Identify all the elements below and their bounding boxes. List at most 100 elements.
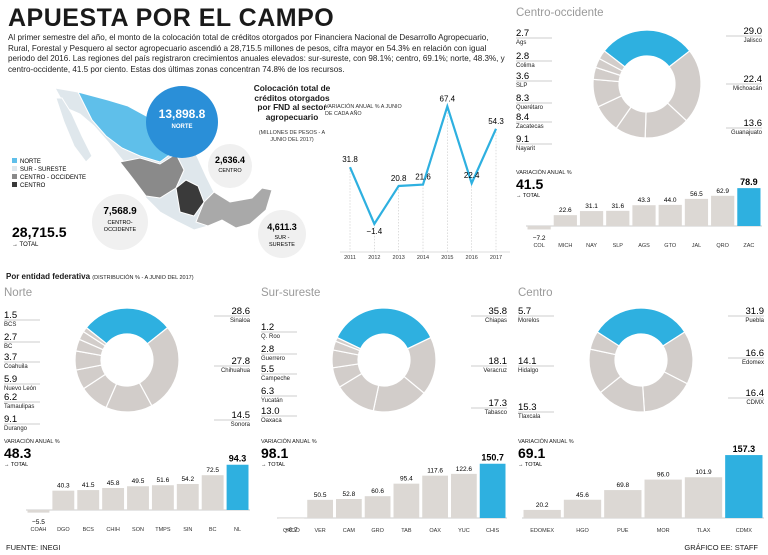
bar-value-zac: 78.9 (740, 177, 758, 187)
bar-value-tmps: 51.6 (157, 477, 170, 484)
bar-ags (632, 205, 656, 226)
fnd-chart-title: Colocación total de créditos otorgados p… (253, 83, 331, 122)
bar-category-slp: SLP (613, 243, 624, 249)
bar-value-mor: 96.0 (657, 472, 670, 479)
bar-category-sin: SIN (183, 527, 192, 533)
bar-sin (176, 483, 199, 510)
bar-value-slp: 31.6 (611, 203, 624, 210)
bars-summary-value: 48.3 (4, 445, 31, 461)
donut-category-chihuahua: Chihuahua (221, 368, 251, 374)
donut-value-edomex: 16.6 (746, 348, 765, 359)
bars-summary-label: → TOTAL (516, 193, 540, 199)
bar-value-cam: 52.8 (343, 491, 356, 498)
donut-value-nuevo-leon: 5.9 (4, 374, 17, 385)
donut-category-q-roo: Q. Roo (261, 334, 281, 340)
bar-value-nay: 31.1 (585, 203, 598, 210)
bars-summary-value: 41.5 (516, 176, 543, 192)
donut-value-nayarit: 9.1 (516, 134, 529, 145)
donut-value-jalisco: 29.0 (744, 26, 763, 37)
map-region-norte (77, 91, 177, 163)
fnd-line (348, 102, 498, 227)
donut-category-hidalgo: Hidalgo (518, 368, 539, 374)
bar-category-mich: MICH (558, 243, 572, 249)
bar-value-mich: 22.6 (559, 207, 572, 214)
bar-value-tab: 95.4 (400, 476, 413, 483)
donut-value-oaxaca: 13.0 (261, 406, 280, 417)
donut-value-puebla: 31.9 (746, 306, 765, 317)
centro-value: 2,636.4 (215, 155, 245, 165)
bar-category-qro: QRO (716, 243, 729, 249)
section-title-centro: Centro (518, 287, 553, 299)
mexico-region-map: NORTE SUR - SURESTE CENTRO - OCCIDENTE CENT… (12, 86, 306, 258)
bar-zac (737, 188, 761, 226)
legend-label-sur-sureste: SUR - SURESTE (20, 167, 66, 173)
legend-label-centro-occidente: CENTRO - OCCIDENTE (20, 175, 86, 181)
bar-value-sin: 54.2 (181, 476, 194, 483)
donut-category-morelos: Morelos (518, 318, 539, 324)
bars-summary-label: → TOTAL (261, 462, 285, 468)
donut-category-ags: Ags (516, 40, 526, 46)
donut-category-sonora: Sonora (231, 422, 251, 428)
bar-bcs (77, 490, 100, 510)
donut-value-sinaloa: 28.6 (232, 306, 251, 317)
centro-bubble (208, 144, 252, 188)
bar-value-qroo: −0.7 (285, 527, 298, 534)
bar-category-col: COL (533, 243, 544, 249)
donut-category-coahuila: Coahuila (4, 364, 28, 370)
bar-category-jal: JAL (692, 243, 701, 249)
bar-cdmx (725, 455, 763, 518)
entidad-note: (DISTRIBUCIÓN % - A JUNIO DEL 2017) (92, 275, 194, 281)
bar-value-hgo: 45.6 (576, 492, 589, 499)
fnd-label-2015: 67.4 (440, 94, 456, 103)
legend-label-centro: CENTRO (20, 183, 46, 189)
donut-value-tlaxcala: 15.3 (518, 402, 537, 413)
bar-value-tlax: 101.9 (695, 469, 712, 476)
donut-category-slp: SLP (516, 83, 527, 89)
bar-category-qroo: QROO (283, 528, 301, 534)
bar-category-gto: GTO (664, 243, 677, 249)
norte-label: NORTE (172, 124, 193, 130)
donut-category-tabasco: Tabasco (485, 410, 508, 416)
bar-value-qro: 62.9 (716, 188, 729, 195)
bar-category-zac: ZAC (743, 243, 754, 249)
bar-nay (579, 211, 604, 226)
map-region-sur-sureste (195, 187, 273, 229)
bar-chih (102, 488, 125, 510)
fnd-variation-label: VARIACIÓN ANUAL % A JUNIO DE CADA AÑO (325, 104, 402, 117)
donut-value-chiapas: 35.8 (489, 306, 508, 317)
legend-swatch-centro-occidente (12, 174, 17, 179)
bar-value-oax: 117.6 (427, 468, 443, 475)
donut-category-puebla: Puebla (745, 318, 764, 324)
bar-category-chih: CHIH (106, 527, 119, 533)
bar-value-nl: 94.3 (229, 454, 247, 464)
donut-slice-sinaloa (85, 307, 169, 345)
bar-category-coah: COAH (30, 527, 46, 533)
donut-value-guerrero: 2.8 (261, 344, 274, 355)
donut-value-bcs: 1.5 (4, 310, 17, 321)
bar-category-dgo: DGO (57, 527, 70, 533)
legend-swatch-norte (12, 158, 17, 163)
bars-title: VARIACIÓN ANUAL % (4, 438, 60, 445)
map-baja-california (55, 97, 93, 163)
fnd-tick-2011: 2011 (344, 255, 356, 261)
bars-summary-label: → TOTAL (4, 462, 28, 468)
donut-value-durango: 9.1 (4, 414, 17, 425)
donut-category-veracruz: Veracruz (483, 368, 507, 374)
bar-category-nl: NL (234, 527, 241, 533)
donut-value-cdmx: 16.4 (746, 388, 765, 399)
bar-category-oax: OAX (429, 528, 441, 534)
bar-value-ver: 50.5 (314, 492, 327, 499)
donut-category-chiapas: Chiapas (485, 318, 507, 324)
fnd-label-2016: 22.4 (464, 171, 480, 180)
donut-value-bc: 2.7 (4, 332, 17, 343)
donut-value-tamaulipas: 6.2 (4, 392, 17, 403)
bar-hgo (563, 499, 602, 518)
donut-category-michoacan: Michoacán (733, 86, 762, 92)
section-title-centro-occidente: Centro-occidente (516, 7, 604, 19)
donut-slice-ags (598, 50, 626, 72)
fnd-chart-unit: (MILLONES DE PESOS - A JUNIO DEL 2017) (258, 130, 326, 143)
bar-nl (226, 464, 249, 510)
